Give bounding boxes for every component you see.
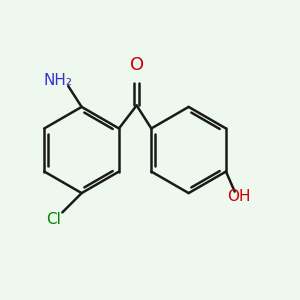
Text: O: O <box>130 56 144 74</box>
Text: Cl: Cl <box>46 212 61 227</box>
Text: NH₂: NH₂ <box>44 73 72 88</box>
Text: OH: OH <box>227 189 251 204</box>
